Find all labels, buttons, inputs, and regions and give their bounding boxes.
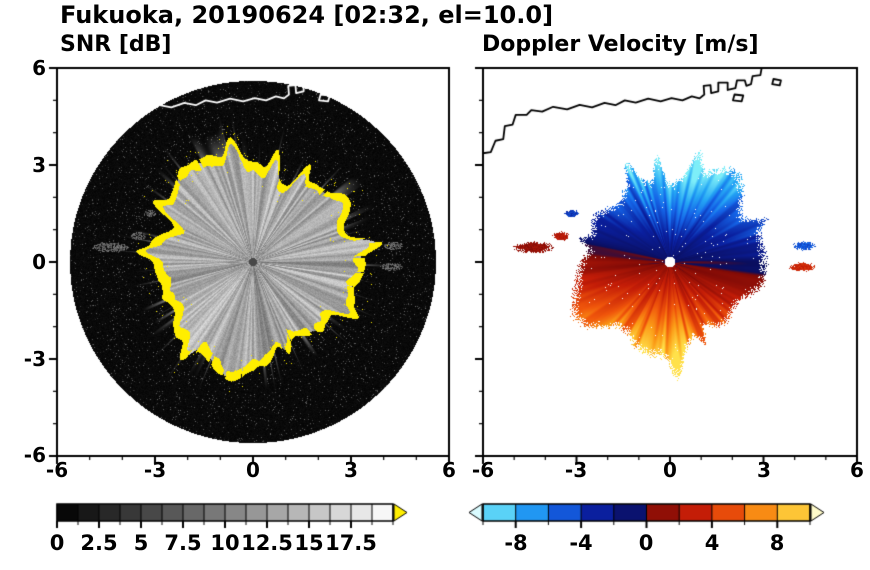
snr-colorbar-label: 10 — [210, 531, 240, 555]
doppler-x-tick-label: 6 — [850, 458, 864, 482]
doppler-x-tick-label: -6 — [471, 458, 495, 482]
snr-x-tick-label: 3 — [344, 458, 358, 482]
figure-title: Fukuoka, 20190624 [02:32, el=10.0] — [60, 1, 554, 29]
snr-panel-title: SNR [dB] — [60, 32, 172, 57]
doppler-colorbar-label: -4 — [569, 531, 593, 555]
doppler-colorbar-label: 0 — [638, 531, 654, 555]
snr-x-tick-label: 6 — [442, 458, 456, 482]
snr-y-tick-label: -3 — [23, 347, 46, 371]
snr-colorbar-label: 0 — [49, 531, 65, 555]
snr-y-tick-label: 6 — [32, 56, 46, 80]
snr-colorbar-label: 7.5 — [164, 531, 202, 555]
snr-colorbar-label: 2.5 — [80, 531, 118, 555]
doppler-colorbar-label: 4 — [704, 531, 720, 555]
doppler-x-tick-label: -3 — [564, 458, 588, 482]
snr-colorbar-label: 15 — [294, 531, 324, 555]
doppler-x-tick-label: 3 — [757, 458, 771, 482]
snr-colorbar-label: 5 — [133, 531, 149, 555]
snr-colorbar-label: 17.5 — [325, 531, 377, 555]
snr-x-tick-label: -3 — [143, 458, 167, 482]
snr-x-tick-label: 0 — [246, 458, 260, 482]
snr-y-tick-label: 3 — [32, 153, 46, 177]
snr-y-tick-label: 0 — [32, 250, 46, 274]
doppler-colorbar-label: 8 — [769, 531, 785, 555]
snr-x-tick-label: -6 — [45, 458, 69, 482]
doppler-colorbar-label: -8 — [504, 531, 528, 555]
doppler-x-tick-label: 0 — [663, 458, 677, 482]
snr-colorbar-label: 12.5 — [241, 531, 293, 555]
snr-y-tick-label: -6 — [23, 443, 46, 467]
doppler-panel-title: Doppler Velocity [m/s] — [482, 32, 759, 57]
